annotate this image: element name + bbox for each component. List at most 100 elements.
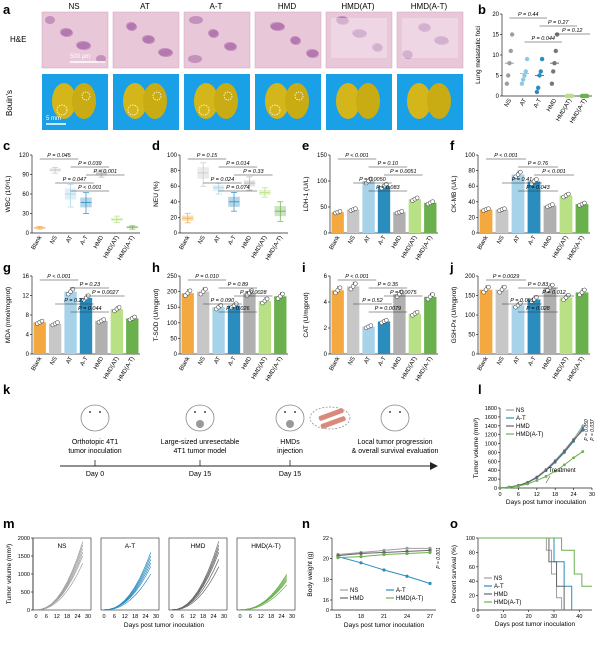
x-tick-label: 6 [181,614,184,620]
hmd-implant [318,408,344,421]
data-point [553,469,557,473]
legend-label: NS [350,588,358,594]
y-tick-label: 150 [317,153,328,159]
y-axis-label: Percent survival (%) [451,545,458,603]
metastasis-circle [198,104,210,116]
mouse-eye-icon [294,411,296,413]
x-tick-label: 30 [85,614,91,620]
y-tick-label: 1000 [18,572,30,578]
y-tick-label: 60 [170,184,177,190]
lung-lobe [285,83,309,119]
data-point [536,85,541,91]
data-point [506,73,511,78]
y-tick-label: 16 [323,598,329,604]
individual-growth-curve [171,541,220,611]
x-tick-label: 0 [498,492,501,498]
subplot-frame [100,537,160,611]
panel-letter-n: n [302,516,310,531]
y-tick-label: 30 [22,212,29,218]
data-point [569,93,575,99]
p-value-label: P = 0.044 [78,306,102,312]
bar [331,212,344,233]
subplot-frame [168,537,228,611]
panel-letter-l: l [478,382,482,397]
legend-label: HMD(A-T) [396,596,423,602]
bar [393,294,406,354]
data-point [384,317,389,323]
y-tick-label: 50 [170,336,177,342]
y-tick-label: 0 [26,231,30,237]
individual-growth-curve [103,552,152,611]
survival-curve [478,537,592,587]
p-value-label: P = 0.001 [436,547,442,569]
legend-label: HMD [494,592,508,598]
he-tissue [45,16,55,24]
legend-label: NS [494,576,502,582]
legend-label: A-T [516,416,526,422]
y-axis-label: CK-MB (U/L) [451,175,458,212]
y-tick-label: 100 [167,321,178,327]
p-value-label: P = 0.010 [195,274,219,280]
x-tick-label: NS [198,356,207,366]
subplot-frame [32,537,92,611]
y-tick-label: 20 [469,594,475,600]
p-value-label: P = 0.27 [548,20,569,26]
x-tick-label: 12 [122,614,128,620]
lung-lobe [356,83,380,119]
panel-letter-e: e [302,138,309,153]
mouse-eye-icon [99,411,101,413]
data-point [101,317,106,322]
p-value-label: P = 0.0027 [92,290,119,296]
day-label: Day 15 [189,471,211,478]
data-point [581,450,585,453]
step-text: & overall survival evaluation [352,448,439,455]
panel-letter-j: j [449,260,454,275]
y-tick-label: 0 [27,608,30,614]
bar [495,209,509,233]
y-tick-label: 0 [324,352,328,358]
y-axis-label: T-SOD (U/mgprot) [153,289,160,342]
data-point [382,552,386,557]
chart-j: 0 50 100 150 200 GSH-Px (U/mgprot) Blank NS AT A-… [451,274,590,383]
metastasis-circle [269,104,281,116]
x-tick-label: A-T [533,98,543,110]
data-point [538,69,543,74]
lung-lobe [194,83,218,119]
y-tick-label: 0 [174,352,178,358]
bar [95,320,108,354]
x-tick-label: AT [513,235,522,245]
y-tick-label: 600 [488,459,497,465]
x-tick-label: 24 [571,492,577,498]
metastasis-circle [152,91,162,101]
x-tick-label: Blank [31,355,44,372]
y-tick-label: 0 [174,231,178,237]
x-tick-label: 0 [476,614,479,620]
x-tick-label: 24 [211,614,217,620]
mouse-icon [380,404,410,432]
tumor-icon [286,420,294,428]
he-tissue [306,49,318,57]
p-value-label: P = 0.0079 [375,306,402,312]
data-point [504,81,510,86]
individual-growth-curve [35,552,84,611]
he-tissue [290,36,300,44]
he-tissue [208,29,218,37]
individual-growth-curve [35,548,84,611]
data-point [581,424,585,428]
column-header: HMD(A-T) [411,2,448,11]
individual-growth-curve [103,562,152,611]
legend-label: HMD [516,424,530,430]
data-point [368,176,374,182]
bar [495,289,509,354]
panel-letter-m: m [3,516,15,531]
y-tick-label: 20 [170,215,177,221]
x-tick-label: AT [513,356,522,366]
y-tick-label: 0 [472,231,476,237]
data-point [534,177,539,182]
bar [527,299,541,354]
